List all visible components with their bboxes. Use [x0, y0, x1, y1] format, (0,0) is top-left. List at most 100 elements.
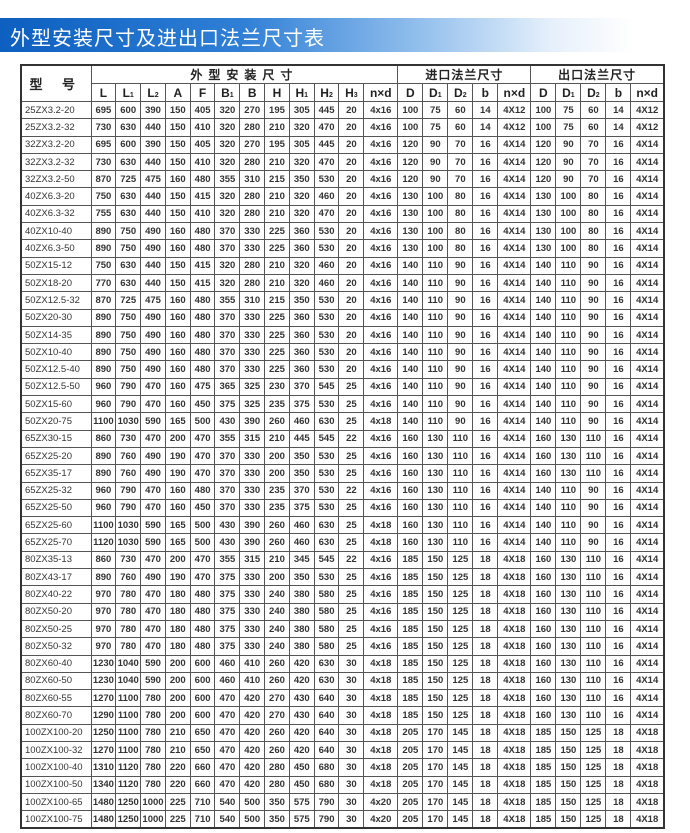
value-cell: 130 [555, 464, 582, 483]
value-cell: 16 [472, 412, 499, 431]
value-cell: 4X14 [630, 706, 665, 725]
value-cell: 110 [580, 619, 607, 639]
value-cell: 235 [264, 395, 290, 414]
value-cell: 140 [530, 308, 557, 327]
table-row: 65ZX25-32 960 790 470 160 480 370 330 235 370 530 2… [20, 481, 665, 500]
value-cell: 315 [239, 550, 266, 570]
value-cell: 100 [555, 222, 582, 241]
value-cell: 90 [447, 343, 474, 362]
column-header: b [472, 83, 499, 102]
model-cell: 50ZX10-40 [20, 343, 92, 362]
value-cell: 150 [164, 118, 191, 137]
value-cell: 375 [288, 498, 315, 518]
value-cell: 630 [115, 273, 142, 293]
value-cell: 185 [397, 706, 424, 725]
value-cell: 360 [288, 360, 315, 379]
table-row: 65ZX25-20 890 760 490 190 470 370 330 200 350 530 2… [20, 446, 665, 466]
model-cell: 80ZX60-70 [20, 706, 92, 725]
value-cell: 320 [214, 135, 241, 154]
value-cell: 125 [580, 740, 607, 760]
value-cell: 16 [472, 481, 499, 500]
value-cell: 725 [115, 291, 142, 310]
model-cell: 65ZX35-17 [20, 464, 92, 483]
model-cell: 65ZX25-60 [20, 516, 92, 535]
value-cell: 185 [530, 792, 557, 812]
value-cell: 150 [422, 654, 449, 673]
value-cell: 140 [530, 360, 557, 379]
value-cell: 750 [115, 222, 142, 241]
value-cell: 530 [313, 498, 340, 518]
value-cell: 130 [422, 481, 449, 500]
value-cell: 110 [422, 343, 449, 362]
value-cell: 125 [447, 619, 474, 639]
model-cell: 80ZX35-13 [20, 550, 92, 570]
value-cell: 80 [447, 204, 474, 224]
value-cell: 320 [288, 187, 315, 206]
value-cell: 160 [397, 516, 424, 535]
value-cell: 185 [397, 585, 424, 604]
value-cell: 18 [605, 792, 632, 812]
model-cell: 80ZX60-50 [20, 671, 92, 691]
value-cell: 140 [530, 498, 557, 518]
value-cell: 150 [164, 135, 191, 154]
value-cell: 1480 [90, 810, 117, 829]
value-cell: 70 [447, 135, 474, 154]
value-cell: 4X14 [497, 412, 532, 431]
value-cell: 100 [397, 118, 424, 137]
value-cell: 20 [338, 204, 365, 224]
value-cell: 90 [555, 135, 582, 154]
value-cell: 680 [313, 758, 340, 777]
value-cell: 16 [605, 446, 632, 466]
model-cell: 40ZX6.3-20 [20, 187, 92, 206]
value-cell: 16 [472, 256, 499, 275]
table-row: 32ZX3.2-20 695 600 390 150 405 320 270 195 305 445… [20, 135, 665, 154]
value-cell: 110 [555, 533, 582, 552]
value-cell: 210 [264, 429, 290, 448]
value-cell: 4X18 [497, 758, 532, 777]
value-cell: 630 [115, 152, 142, 172]
value-cell: 110 [555, 325, 582, 345]
value-cell: 140 [397, 377, 424, 397]
value-cell: 18 [472, 810, 499, 829]
value-cell: 185 [397, 637, 424, 656]
value-cell: 185 [397, 550, 424, 570]
value-cell: 360 [288, 308, 315, 327]
model-cell: 25ZX3.2-32 [20, 118, 92, 137]
table-row: 50ZX12.5-32 870 725 475 160 480 355 310 215 350 53… [20, 291, 665, 310]
value-cell: 410 [189, 204, 216, 224]
value-cell: 350 [264, 792, 290, 812]
value-cell: 235 [264, 481, 290, 500]
value-cell: 165 [164, 516, 191, 535]
model-cell: 50ZX12.5-40 [20, 360, 92, 379]
value-cell: 4x16 [363, 481, 399, 500]
value-cell: 490 [140, 568, 166, 587]
value-cell: 130 [555, 654, 582, 673]
value-cell: 90 [447, 360, 474, 379]
value-cell: 205 [397, 775, 424, 794]
value-cell: 960 [90, 481, 117, 500]
model-cell: 32ZX3.2-32 [20, 152, 92, 172]
value-cell: 16 [605, 222, 632, 241]
value-cell: 160 [164, 377, 191, 397]
value-cell: 320 [288, 118, 315, 137]
value-cell: 600 [189, 689, 216, 708]
value-cell: 750 [115, 239, 142, 258]
value-cell: 110 [422, 412, 449, 431]
value-cell: 16 [472, 429, 499, 448]
value-cell: 530 [313, 170, 340, 189]
value-cell: 100 [555, 239, 582, 258]
value-cell: 4X18 [630, 723, 665, 742]
column-header: D [397, 83, 424, 102]
model-cell: 65ZX25-50 [20, 498, 92, 518]
value-cell: 60 [580, 100, 607, 120]
value-cell: 185 [530, 758, 557, 777]
value-cell: 145 [447, 723, 474, 742]
value-cell: 150 [164, 187, 191, 206]
value-cell: 4X14 [630, 343, 665, 362]
value-cell: 16 [472, 273, 499, 293]
value-cell: 225 [264, 343, 290, 362]
value-cell: 4X14 [497, 343, 532, 362]
value-cell: 4X14 [497, 498, 532, 518]
value-cell: 110 [422, 360, 449, 379]
value-cell: 150 [422, 671, 449, 691]
